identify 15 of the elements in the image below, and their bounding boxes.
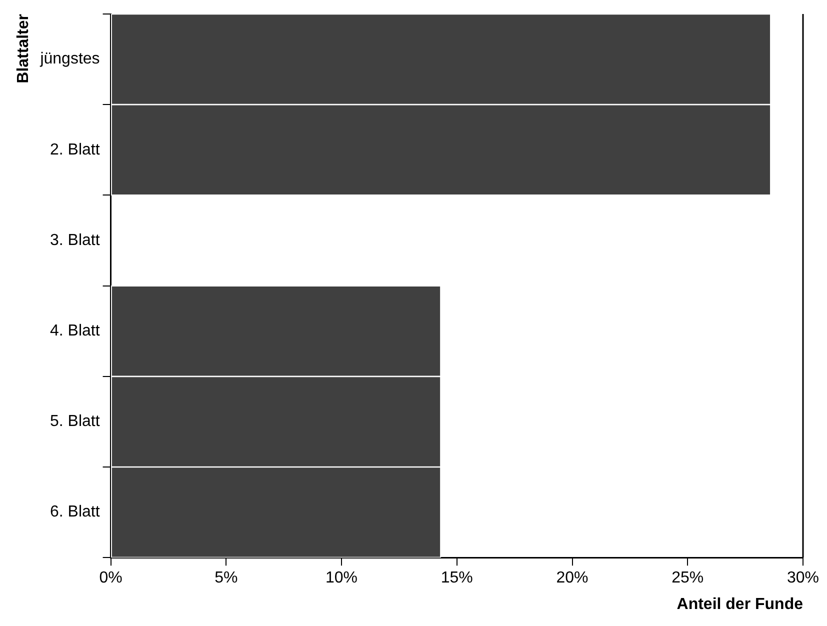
y-tick-label: 5. Blatt — [50, 413, 100, 430]
x-tick-label: 20% — [556, 570, 588, 587]
y-tick-label: 2. Blatt — [50, 141, 100, 158]
x-axis-title: Anteil der Funde — [676, 596, 804, 613]
y-tick-label: 4. Blatt — [50, 322, 100, 340]
x-tick-label: 5% — [214, 570, 238, 587]
x-tick-label: 30% — [786, 570, 820, 587]
x-tick-label: 15% — [440, 570, 473, 587]
y-tick-label: 3. Blatt — [50, 232, 100, 249]
y-axis-title: Blattalter — [15, 14, 32, 84]
y-tick-label: 6. Blatt — [50, 504, 100, 521]
x-tick-label: 25% — [672, 570, 704, 587]
x-tick-label: 0% — [99, 570, 122, 587]
y-tick-label: jüngstes — [39, 50, 100, 68]
x-tick-label: 10% — [326, 570, 358, 587]
